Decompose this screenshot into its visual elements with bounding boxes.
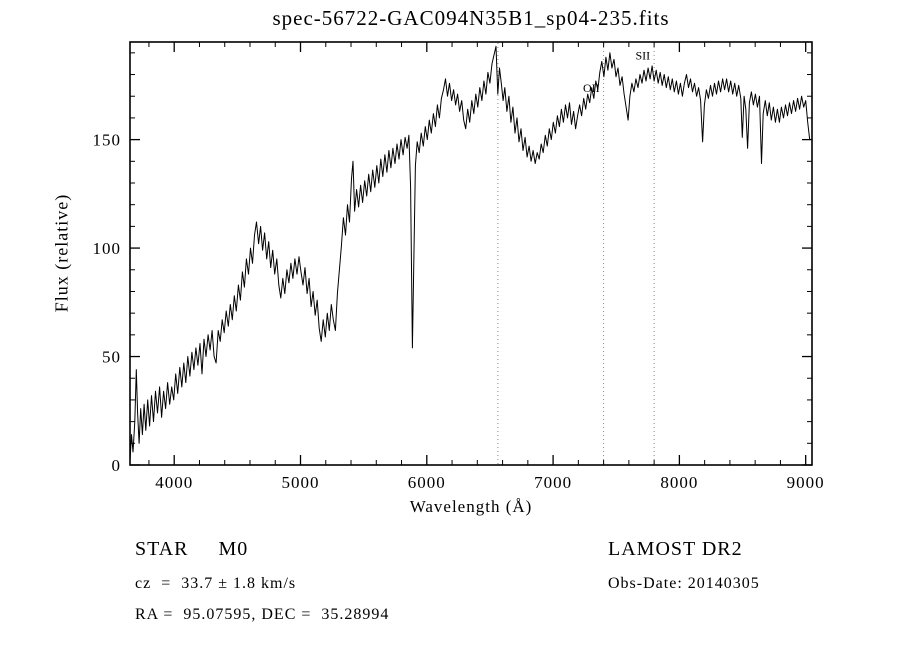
axes-group: 4000 5000 6000 7000 8000 9000 0 50 100 150 bbox=[93, 41, 825, 492]
survey-name-text: LAMOST DR2 bbox=[608, 538, 743, 560]
y-tick-label: 150 bbox=[93, 131, 122, 150]
x-tick-label: 9000 bbox=[787, 473, 825, 492]
x-tick-label: 5000 bbox=[282, 473, 320, 492]
x-tick-label: 6000 bbox=[408, 473, 446, 492]
plot-box bbox=[129, 41, 813, 466]
spectrum-group bbox=[129, 45, 811, 461]
object-class-text: STAR M0 bbox=[135, 538, 249, 560]
x-tick-label: 4000 bbox=[155, 473, 193, 492]
obs-date-text: Obs-Date: 20140305 bbox=[608, 575, 760, 592]
x-axis-label: Wavelength (Å) bbox=[409, 497, 533, 516]
y-tick-label: 100 bbox=[93, 239, 122, 258]
x-tick-label: 7000 bbox=[534, 473, 572, 492]
radial-velocity-text: cz = 33.7 ± 1.8 km/s bbox=[135, 575, 297, 592]
x-tick-label: 8000 bbox=[660, 473, 698, 492]
y-tick-label: 0 bbox=[112, 456, 122, 475]
y-tick-label: 50 bbox=[102, 348, 121, 367]
marked-line-label: SII bbox=[635, 48, 650, 62]
spectrum-line bbox=[129, 45, 811, 461]
ra-dec-text: RA = 95.07595, DEC = 35.28994 bbox=[135, 606, 390, 623]
plot-title: spec-56722-GAC094N35B1_sp04-235.fits bbox=[272, 6, 670, 30]
